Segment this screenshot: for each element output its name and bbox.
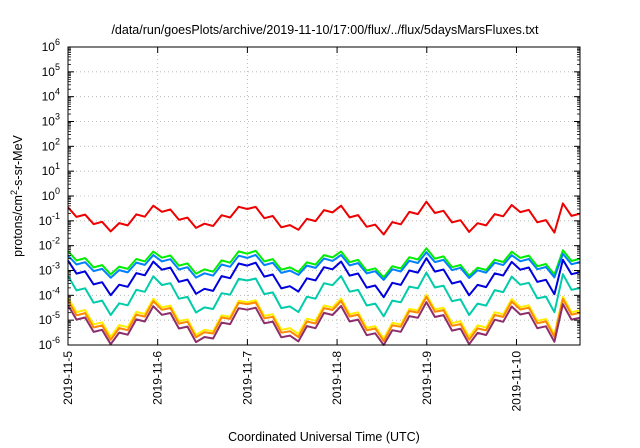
y-tick-label: 101: [42, 161, 60, 178]
y-tick-label-base: 10: [39, 239, 53, 253]
x-tick-label: 2019-11-7: [240, 351, 254, 405]
y-axis-title-sup: 2: [9, 190, 19, 195]
series-line-5: [67, 271, 581, 318]
y-tick-label-exp: 4: [55, 87, 60, 97]
y-tick-label-base: 10: [42, 115, 56, 129]
x-tick-label: 2019-11-6: [151, 351, 165, 405]
series-line-1: [67, 200, 581, 236]
y-tick-label-base: 10: [39, 264, 53, 278]
y-tick-label-exp: -2: [52, 236, 60, 246]
y-axis-title: protons/cm2-s-sr-MeV: [9, 134, 25, 256]
y-tick-label-exp: 5: [55, 62, 60, 72]
y-tick-label: 10-4: [39, 285, 60, 302]
y-tick-label: 105: [42, 62, 60, 79]
x-tick-label: 2019-11-8: [330, 351, 344, 405]
y-tick-label-exp: 2: [55, 136, 60, 146]
y-tick-label: 103: [42, 112, 60, 129]
y-tick-label-base: 10: [39, 214, 53, 228]
y-tick-label-exp: 0: [55, 186, 60, 196]
y-tick-label: 10-3: [39, 261, 60, 278]
series-layer: [67, 200, 581, 346]
y-tick-label: 100: [42, 186, 60, 203]
chart-title: /data/run/goesPlots/archive/2019-11-10/1…: [111, 23, 539, 37]
y-tick-label-exp: -1: [52, 211, 60, 221]
y-tick-label-exp: 3: [55, 112, 60, 122]
y-tick-label-base: 10: [39, 288, 53, 302]
y-axis-title-main: protons/cm: [11, 195, 25, 257]
series-line-3: [67, 251, 581, 281]
y-tick-label: 104: [42, 87, 60, 104]
series-line-6: [67, 293, 581, 340]
y-tick-label-base: 10: [42, 164, 56, 178]
y-tick-label-base: 10: [42, 65, 56, 79]
y-tick-label-exp: -4: [52, 285, 60, 295]
series-line-8: [67, 301, 581, 346]
y-tick-label-exp: 1: [55, 161, 60, 171]
series-line-7: [67, 295, 581, 343]
y-tick-label-exp: 6: [55, 37, 60, 47]
x-tick-label: 2019-11-10: [509, 351, 523, 412]
y-tick-label: 102: [42, 136, 60, 153]
y-tick-label: 10-2: [39, 236, 60, 253]
y-tick-label-exp: -3: [52, 261, 60, 271]
x-tick-label: 2019-11-9: [420, 351, 434, 405]
y-tick-label-exp: -5: [52, 310, 60, 320]
y-axis-title-rest: -s-sr-MeV: [11, 134, 25, 190]
y-tick-label-base: 10: [42, 189, 56, 203]
y-tick-label-base: 10: [42, 40, 56, 54]
axes: 10-610-510-410-310-210-11001011021031041…: [39, 37, 580, 412]
y-tick-label: 10-6: [39, 335, 60, 352]
x-axis-title: Coordinated Universal Time (UTC): [228, 430, 420, 444]
series-line-2: [67, 247, 581, 279]
x-tick-label: 2019-11-5: [61, 351, 75, 405]
y-tick-label-base: 10: [42, 139, 56, 153]
y-tick-label: 10-5: [39, 310, 60, 327]
y-tick-label: 10-1: [39, 211, 60, 228]
y-tick-label-base: 10: [39, 313, 53, 327]
y-tick-label-base: 10: [39, 338, 53, 352]
y-tick-label-base: 10: [42, 90, 56, 104]
y-tick-label-exp: -6: [52, 335, 60, 345]
y-tick-label: 106: [42, 37, 60, 54]
grid: [68, 47, 580, 345]
series-line-4: [67, 257, 581, 299]
